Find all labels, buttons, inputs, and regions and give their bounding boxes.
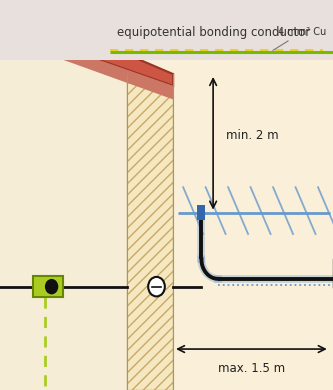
Circle shape: [148, 277, 165, 296]
Circle shape: [46, 280, 58, 294]
Bar: [127, 74, 173, 390]
Text: max. 1.5 m: max. 1.5 m: [218, 362, 285, 375]
Text: equipotential bonding conductor: equipotential bonding conductor: [117, 26, 310, 39]
Bar: [127, 74, 173, 390]
Bar: [0, 0, 333, 60]
Bar: [0, 0, 127, 390]
Text: min. 2 m: min. 2 m: [226, 129, 279, 142]
Polygon shape: [0, 25, 173, 99]
Bar: [197, 205, 205, 220]
Text: 4 mm² Cu: 4 mm² Cu: [278, 27, 326, 37]
Polygon shape: [0, 0, 173, 86]
Bar: [33, 276, 63, 297]
